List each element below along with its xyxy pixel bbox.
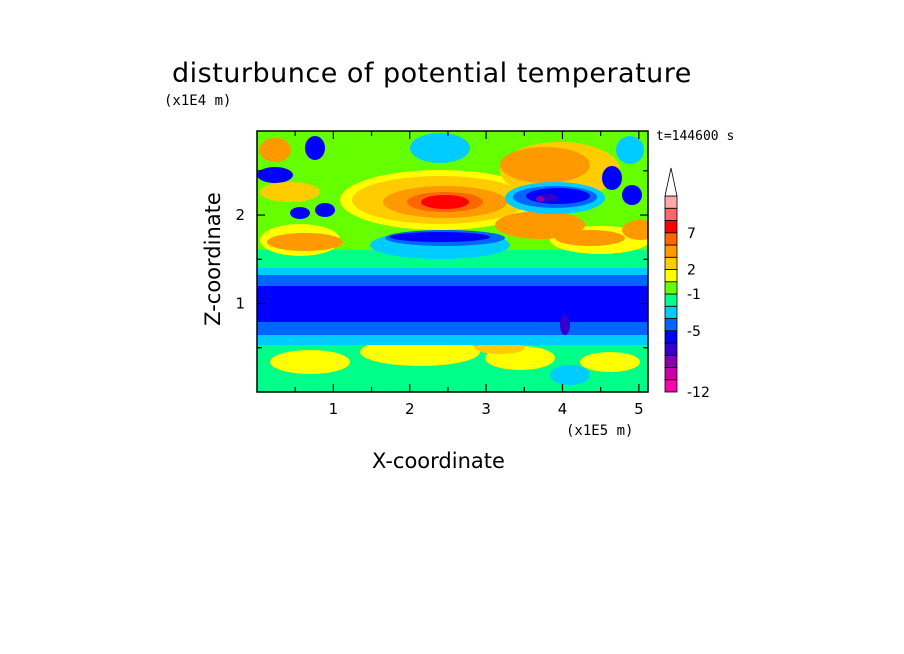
colorbar-swatch xyxy=(664,256,678,270)
top-left-orange xyxy=(259,138,291,162)
blob-lower-cyan xyxy=(550,365,590,385)
x-axis-label: X-coordinate xyxy=(372,449,505,473)
x-tick-label: 3 xyxy=(481,400,491,418)
right-orange xyxy=(622,220,648,240)
band-middle-green xyxy=(257,250,648,268)
x-tick-label: 2 xyxy=(405,400,415,418)
blob-lower-yellow-4 xyxy=(580,352,640,372)
x-tick-label: 4 xyxy=(558,400,568,418)
cold-cell-darkblue xyxy=(526,188,590,204)
left-blue-1 xyxy=(257,167,293,183)
colorbar-swatch xyxy=(664,330,678,344)
right-blue-1 xyxy=(602,166,622,190)
colorbar-label: 2 xyxy=(687,263,696,279)
blob-mid-orange-1 xyxy=(267,233,343,251)
right-blue-2 xyxy=(622,185,642,205)
warm-red xyxy=(421,195,469,209)
upper-right-orange xyxy=(500,147,590,183)
left-blue-3 xyxy=(315,203,335,217)
y-axis-unit: (x1E4 m) xyxy=(164,93,232,109)
y-axis-ticks: 12 xyxy=(235,170,648,349)
colorbar-swatch xyxy=(664,220,678,234)
colorbar-swatch xyxy=(664,281,678,295)
colorbar-swatch xyxy=(664,367,678,381)
cold-spike xyxy=(560,315,570,335)
left-blue-2 xyxy=(290,207,310,219)
colorbar: -12-5-127 xyxy=(664,167,710,401)
top-cyan xyxy=(410,133,470,163)
contour-field xyxy=(257,131,648,392)
y-tick-label: 2 xyxy=(235,206,245,224)
colorbar-swatch xyxy=(664,269,678,283)
time-label: t=144600 s xyxy=(656,129,735,144)
blob-mid-darkblue xyxy=(390,232,490,242)
chart-title: disturbunce of potential temperature xyxy=(172,58,692,89)
x-axis-ticks: 1 2 3 4 5 xyxy=(294,131,644,418)
top-left-blue xyxy=(305,136,325,160)
cold-cell-purple xyxy=(536,196,544,202)
colorbar-label: -1 xyxy=(687,287,701,303)
x-tick-label: 5 xyxy=(634,400,644,418)
x-tick-label: 1 xyxy=(329,400,339,418)
colorbar-extend-arrow xyxy=(664,167,678,197)
x-axis-unit: (x1E5 m) xyxy=(566,423,634,439)
colorbar-swatch xyxy=(664,293,678,307)
colorbar-label: 7 xyxy=(687,226,696,242)
colorbar-swatch xyxy=(664,305,678,319)
colorbar-swatch xyxy=(664,195,678,209)
colorbar-label: -5 xyxy=(687,324,701,340)
plot-frame xyxy=(256,130,649,393)
left-orange-2 xyxy=(260,182,320,202)
colorbar-swatch xyxy=(664,207,678,221)
band-blue-core xyxy=(257,286,648,322)
colorbar-swatch xyxy=(664,318,678,332)
colorbar-label: -12 xyxy=(687,385,710,401)
y-tick-label: 1 xyxy=(235,295,245,313)
colorbar-swatch xyxy=(664,354,678,368)
colorbar-swatch xyxy=(664,232,678,246)
colorbar-swatch xyxy=(664,379,678,393)
blob-lower-yellow-1 xyxy=(270,350,350,374)
upper-right-darkorange xyxy=(495,211,585,239)
right-cyan xyxy=(616,136,644,164)
colorbar-swatch xyxy=(664,244,678,258)
colorbar-swatch xyxy=(664,342,678,356)
